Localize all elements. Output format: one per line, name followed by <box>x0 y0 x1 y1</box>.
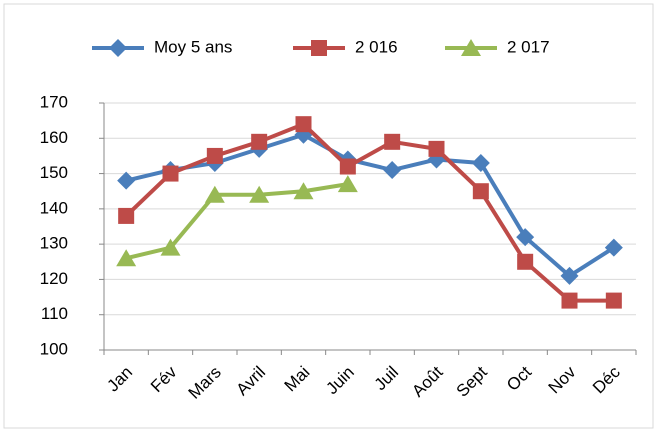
y-tick-label: 100 <box>40 339 68 358</box>
chart-frame <box>3 3 654 429</box>
marker <box>116 249 137 267</box>
marker <box>339 158 356 175</box>
y-tick-label: 140 <box>40 198 68 217</box>
marker <box>516 228 535 247</box>
marker <box>117 171 136 190</box>
y-tick-label: 130 <box>40 234 68 253</box>
y-tick-label: 120 <box>40 269 68 288</box>
marker <box>249 185 270 203</box>
marker <box>337 175 358 193</box>
marker <box>383 161 402 180</box>
marker <box>206 147 223 164</box>
marker <box>251 133 268 150</box>
y-tick-label: 170 <box>40 92 68 111</box>
marker <box>428 140 445 157</box>
marker <box>384 133 401 150</box>
marker <box>517 253 534 270</box>
series-line <box>125 182 349 261</box>
marker <box>295 116 312 133</box>
y-tick-label: 110 <box>41 304 68 323</box>
marker <box>604 238 623 257</box>
y-tick-label: 150 <box>40 163 68 182</box>
marker <box>605 292 622 309</box>
marker <box>162 165 179 182</box>
legend-label: 2 017 <box>507 37 550 56</box>
legend-label: 2 016 <box>355 37 398 56</box>
marker <box>560 266 579 285</box>
marker <box>311 40 327 56</box>
marker <box>471 153 490 172</box>
y-tick-label: 160 <box>40 128 68 147</box>
marker <box>160 238 181 256</box>
marker <box>472 183 489 200</box>
marker <box>204 185 225 203</box>
marker <box>118 207 135 224</box>
marker <box>293 182 314 200</box>
marker <box>109 39 127 57</box>
marker <box>461 39 481 56</box>
marker <box>561 292 578 309</box>
legend-label: Moy 5 ans <box>154 37 232 56</box>
